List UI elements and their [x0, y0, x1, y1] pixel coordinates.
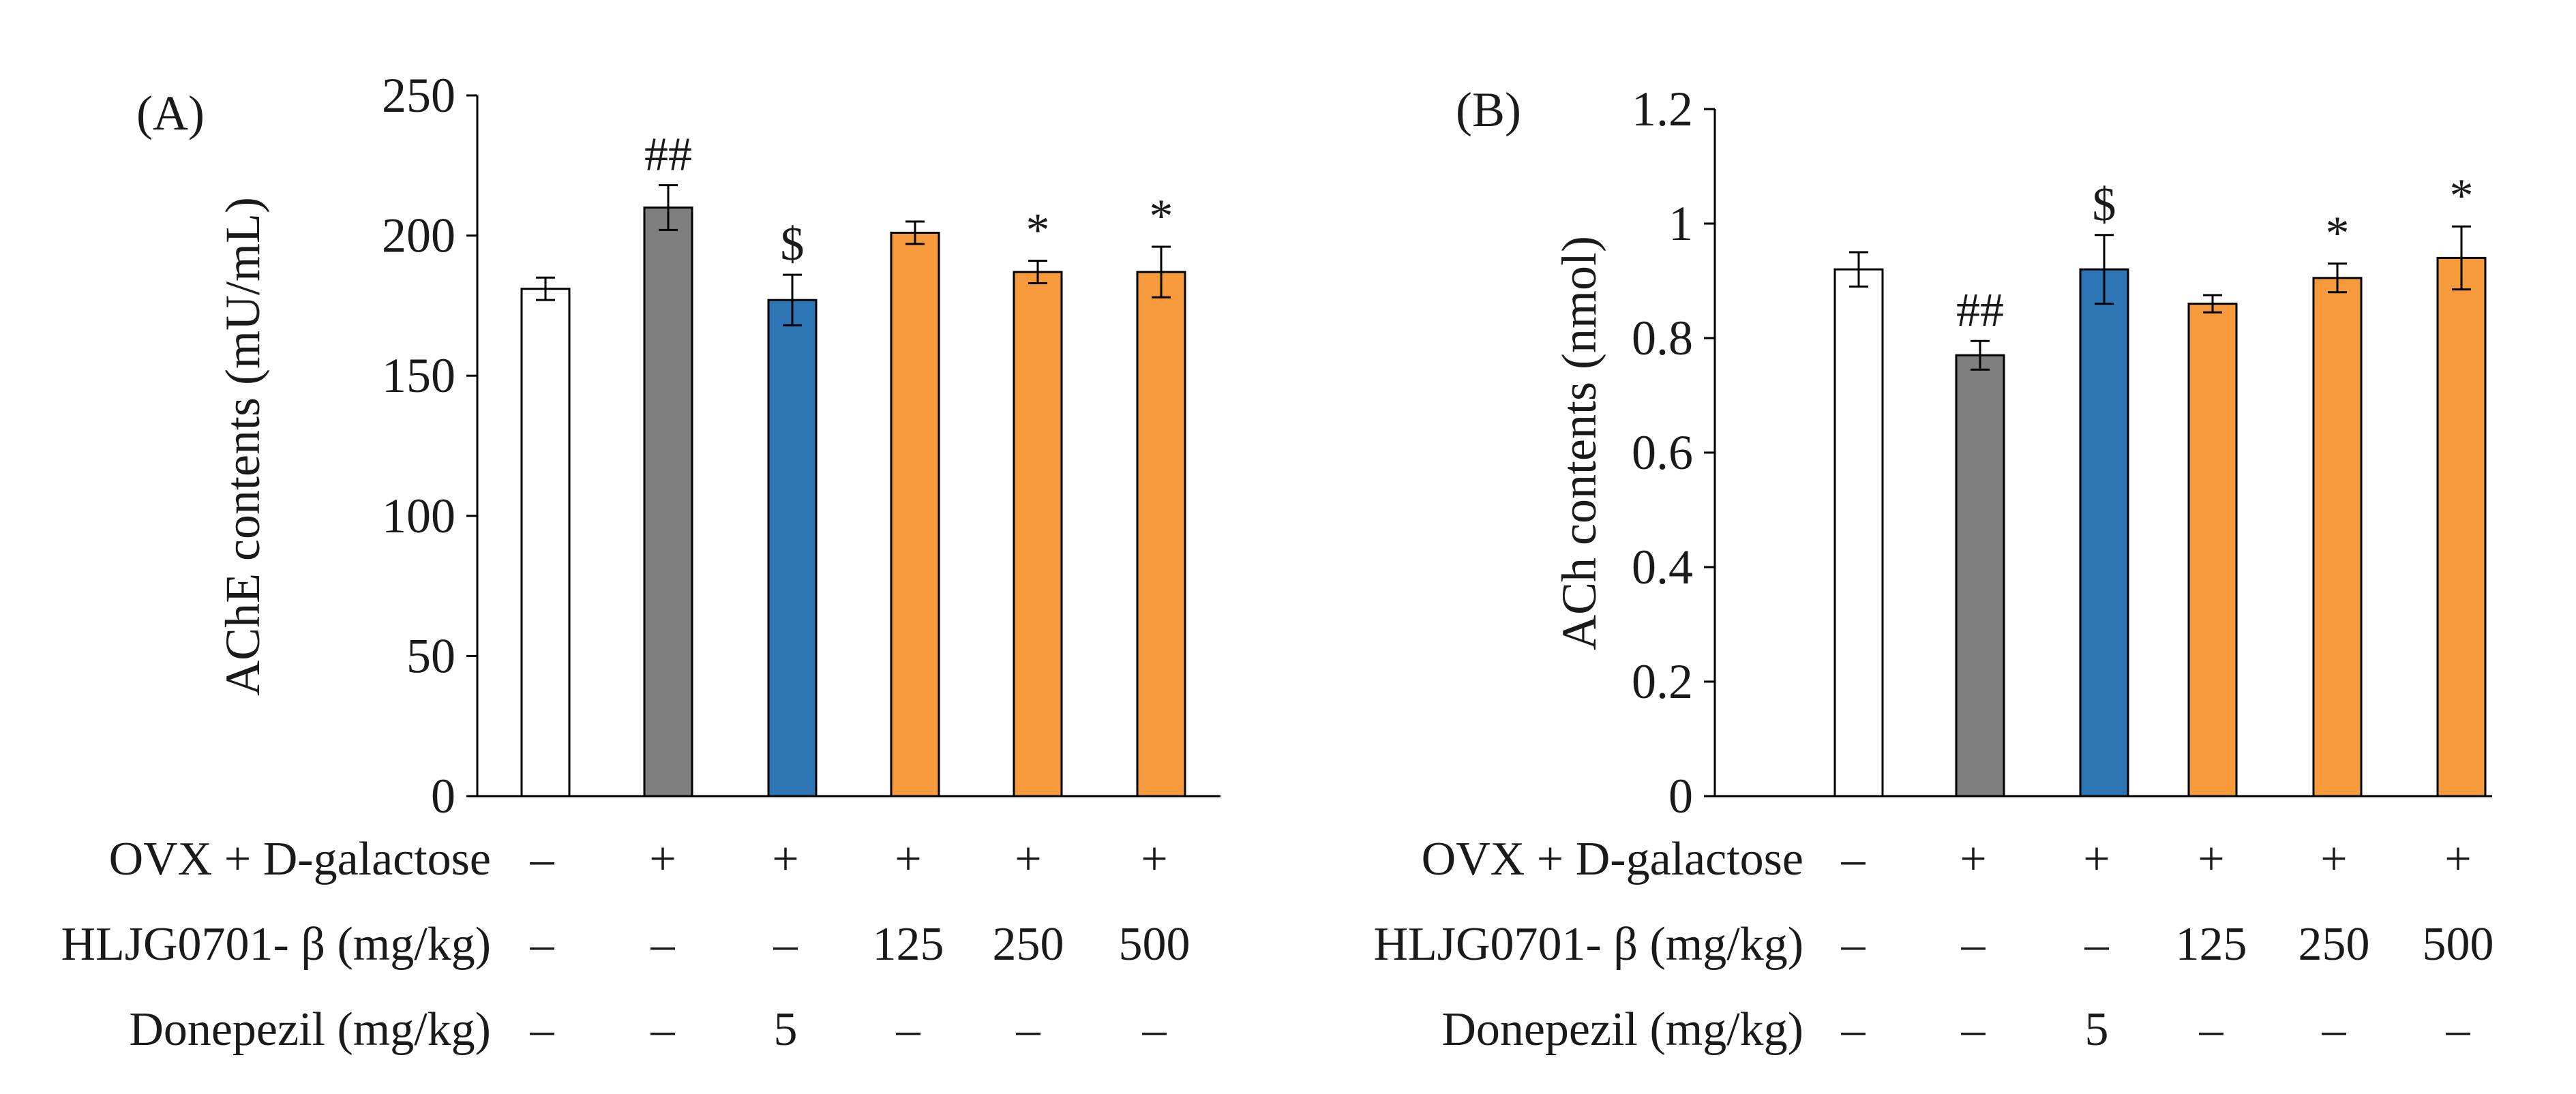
significance-mark: * [1026, 204, 1050, 257]
treatment-row-label: OVX + D-galactose [1422, 833, 1803, 885]
bar [2079, 268, 2129, 797]
treatment-cell: 125 [2176, 918, 2247, 971]
treatment-cell: 5 [2085, 1003, 2109, 1056]
y-axis-title: AChE contents (mU/mL) [215, 197, 270, 696]
panel-label: (A) [136, 86, 205, 140]
treatment-cell: + [1015, 833, 1041, 885]
bar [2436, 256, 2487, 797]
treatment-row-label: HLJG0701- β (mg/kg) [1373, 918, 1803, 971]
bar [520, 288, 571, 797]
treatment-cell: – [2084, 918, 2110, 971]
significance-mark: ## [1956, 284, 2004, 337]
treatment-cell: – [530, 1003, 555, 1056]
y-tick-label: 0 [431, 769, 455, 823]
treatment-cell: – [1841, 1003, 1866, 1056]
treatment-cell: + [2083, 833, 2110, 885]
y-tick-label: 50 [406, 628, 455, 683]
bar [1833, 268, 1884, 797]
treatment-cell: 250 [993, 918, 1064, 971]
treatment-cell: + [895, 833, 921, 885]
bar [890, 231, 940, 797]
treatment-cell: – [530, 918, 555, 971]
y-tick-label: 0.4 [1632, 540, 1693, 594]
treatment-cell: + [1141, 833, 1167, 885]
bar [1136, 271, 1186, 797]
treatment-cell: – [1841, 918, 1866, 971]
treatment-cell: – [2199, 1003, 2224, 1056]
bar [643, 206, 693, 797]
treatment-row-label: HLJG0701- β (mg/kg) [61, 918, 491, 971]
y-tick-label: 0.2 [1632, 654, 1693, 709]
treatment-cell: – [530, 833, 555, 885]
treatment-cell: – [650, 1003, 676, 1056]
bar [767, 299, 818, 797]
bar [2187, 303, 2238, 797]
treatment-cell: + [2444, 833, 2471, 885]
bar [1955, 354, 2005, 797]
y-tick-label: 250 [382, 68, 455, 123]
y-axis-title: ACh contents (nmol) [1552, 236, 1606, 650]
y-tick-label: 0.8 [1632, 311, 1693, 365]
significance-mark: $ [2093, 179, 2116, 231]
treatment-row-label: Donepezil (mg/kg) [1441, 1003, 1803, 1056]
treatment-cell: + [649, 833, 676, 885]
treatment-cell: – [2446, 1003, 2471, 1056]
treatment-row-label: Donepezil (mg/kg) [129, 1003, 491, 1056]
significance-mark: ## [644, 129, 692, 181]
significance-mark: * [2450, 170, 2474, 222]
panel-b: (B) ACh contents (nmol) 0 0.2 0.4 0.6 0.8 1 1.2 #… [1373, 82, 2493, 1056]
y-tick-label: 200 [382, 209, 455, 263]
y-tick-label: 100 [382, 489, 455, 543]
y-tick-label: 0 [1668, 769, 1693, 823]
treatment-cell: 250 [2298, 918, 2370, 971]
treatment-cell: – [650, 918, 676, 971]
treatment-cell: 500 [1119, 918, 1190, 971]
significance-mark: * [1150, 190, 1173, 243]
panel-label: (B) [1456, 82, 1521, 137]
treatment-cell: – [1841, 833, 1866, 885]
treatment-row-label: OVX + D-galactose [109, 833, 491, 885]
treatment-cell: – [1961, 1003, 1986, 1056]
treatment-cell: + [1960, 833, 1986, 885]
treatment-cell: 5 [774, 1003, 798, 1056]
y-tick-label: 1 [1668, 196, 1693, 251]
panel-a: (A) AChE contents (mU/mL) 0 50 100 150 200 250 #… [61, 68, 1220, 1056]
bar [1013, 271, 1063, 797]
y-tick-label: 0.6 [1632, 425, 1693, 480]
treatment-cell: – [773, 918, 798, 971]
bar [2312, 277, 2363, 797]
treatment-cell: + [772, 833, 798, 885]
treatment-cell: 125 [873, 918, 944, 971]
treatment-cell: – [896, 1003, 921, 1056]
treatment-cell: – [1142, 1003, 1167, 1056]
significance-mark: * [2326, 207, 2350, 260]
y-tick-label: 1.2 [1632, 82, 1693, 136]
treatment-cell: – [2322, 1003, 2347, 1056]
treatment-cell: + [2320, 833, 2347, 885]
treatment-cell: 500 [2423, 918, 2494, 971]
treatment-cell: – [1961, 918, 1986, 971]
treatment-cell: – [1016, 1003, 1041, 1056]
y-tick-label: 150 [382, 348, 455, 403]
treatment-cell: + [2198, 833, 2224, 885]
significance-mark: $ [781, 218, 805, 271]
